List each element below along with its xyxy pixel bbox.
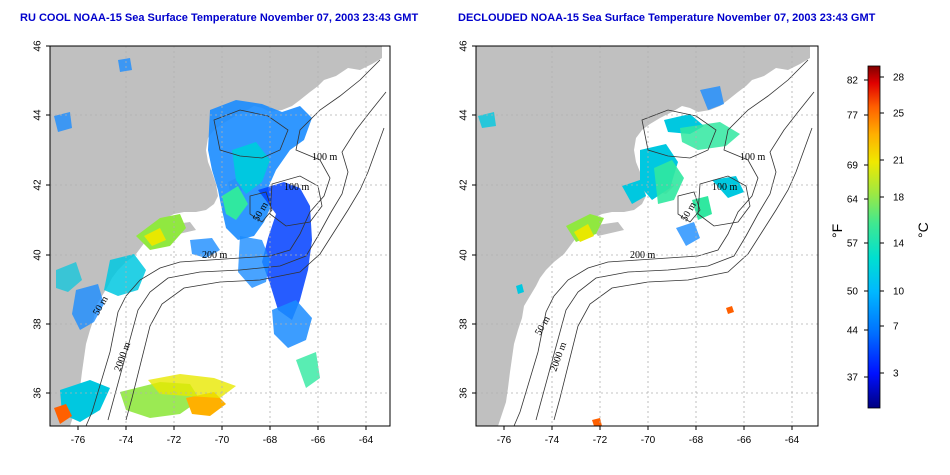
lon-tick-label: -74 — [119, 435, 134, 446]
lon-tick-label: -66 — [737, 435, 752, 446]
panel-2-map: 100 m 100 m 200 m 50 m 50 m 2000 m 46444… — [459, 40, 819, 446]
colorbar-c-unit: °C — [915, 222, 931, 238]
panel-2-contour-label: 200 m — [630, 250, 656, 261]
lat-tick-label: 46 — [459, 40, 470, 52]
lat-tick-label: 36 — [33, 387, 44, 399]
colorbar-c-tick: 25 — [893, 109, 905, 120]
lon-tick-label: -64 — [785, 435, 800, 446]
panel-1-map: 100 m 100 m 200 m 50 m 50 m 2000 m 46444… — [33, 40, 391, 446]
colorbar: 82 77 69 64 57 50 44 37 28 25 21 18 14 10 7 3 °F °C — [829, 65, 931, 409]
colorbar-f-tick: 77 — [847, 111, 859, 122]
lat-tick-label: 42 — [33, 179, 44, 191]
lon-tick-label: -76 — [71, 435, 86, 446]
lon-tick-label: -68 — [263, 435, 278, 446]
colorbar-f-tick: 57 — [847, 239, 859, 250]
colorbar-f-tick: 44 — [847, 326, 859, 337]
lat-tick-label: 44 — [459, 109, 470, 121]
colorbar-f-tick: 50 — [847, 287, 859, 298]
panel-2-frame — [475, 45, 819, 427]
colorbar-c-tick: 14 — [893, 239, 905, 250]
colorbar-c-tick: 3 — [893, 369, 899, 380]
panel-1-contour-label: 100 m — [284, 182, 310, 193]
panel-1-grid — [50, 46, 390, 426]
colorbar-f-tick: 82 — [847, 76, 859, 87]
colorbar-f-unit: °F — [829, 224, 845, 238]
panel-1-title: RU COOL NOAA-15 Sea Surface Temperature … — [20, 12, 418, 24]
colorbar-f-tick: 64 — [847, 195, 859, 206]
lat-tick-label: 46 — [33, 40, 44, 52]
panel-1-frame — [49, 45, 391, 427]
panel-2-contour-label: 100 m — [712, 182, 738, 193]
panel-1-contours — [85, 59, 387, 426]
panel-2-grid — [476, 46, 818, 426]
lat-tick-label: 40 — [459, 249, 470, 261]
lat-tick-label: 36 — [459, 387, 470, 399]
lon-tick-label: -66 — [311, 435, 326, 446]
lat-tick-label: 42 — [459, 179, 470, 191]
colorbar-f-tick: 37 — [847, 373, 859, 384]
panel-1-contour-label: 100 m — [312, 152, 338, 163]
colorbar-gradient — [867, 65, 881, 409]
lon-tick-label: -76 — [497, 435, 512, 446]
panel-2-land — [476, 46, 810, 426]
lat-tick-label: 38 — [459, 318, 470, 330]
lon-tick-label: -70 — [641, 435, 656, 446]
lon-tick-label: -74 — [545, 435, 560, 446]
panel-2-contours — [513, 59, 815, 426]
lon-tick-label: -72 — [167, 435, 182, 446]
panel-1-land — [50, 46, 382, 426]
lat-tick-label: 44 — [33, 109, 44, 121]
panel-2-contour-label: 100 m — [740, 152, 766, 163]
panel-1-contour-label: 200 m — [202, 250, 228, 261]
panel-2-title: DECLOUDED NOAA-15 Sea Surface Temperatur… — [458, 12, 876, 24]
lon-tick-label: -68 — [689, 435, 704, 446]
colorbar-c-tick: 21 — [893, 156, 905, 167]
colorbar-c-tick: 7 — [893, 322, 899, 333]
lon-tick-label: -70 — [215, 435, 230, 446]
colorbar-c-tick: 18 — [893, 193, 905, 204]
colorbar-f-tick: 69 — [847, 161, 859, 172]
colorbar-c-tick: 28 — [893, 73, 905, 84]
lon-tick-label: -64 — [359, 435, 374, 446]
lon-tick-label: -72 — [593, 435, 608, 446]
lat-tick-label: 38 — [33, 318, 44, 330]
colorbar-c-tick: 10 — [893, 287, 905, 298]
lat-tick-label: 40 — [33, 249, 44, 261]
